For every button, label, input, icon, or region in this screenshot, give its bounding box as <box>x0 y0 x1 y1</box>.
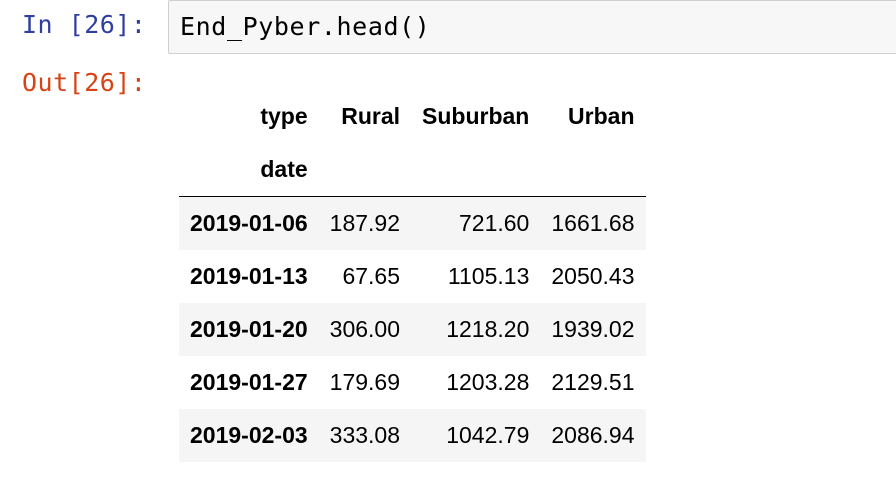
column-header-row: type Rural Suburban Urban <box>179 90 646 143</box>
cell-urban: 1661.68 <box>551 210 635 236</box>
table-row: 2019-01-20 306.00 1218.20 1939.02 <box>179 303 646 356</box>
row-index: 2019-01-27 <box>190 369 308 395</box>
output-prompt: Out[26]: <box>22 68 147 97</box>
row-index: 2019-01-20 <box>190 316 308 342</box>
cell-rural: 333.08 <box>329 422 401 448</box>
row-index: 2019-02-03 <box>190 422 308 448</box>
index-name-label: date <box>179 143 319 197</box>
cell-rural: 67.65 <box>342 263 401 289</box>
column-header-rural: Rural <box>341 103 401 129</box>
table-row: 2019-01-06 187.92 721.60 1661.68 <box>179 196 646 250</box>
cell-urban: 2086.94 <box>551 422 635 448</box>
dataframe-table: type Rural Suburban Urban date 2019-01-0… <box>179 90 646 462</box>
input-prompt: In [26]: <box>22 10 147 39</box>
column-header-urban: Urban <box>568 103 635 129</box>
empty-header-cell <box>411 143 541 197</box>
cell-rural: 306.00 <box>329 316 401 342</box>
empty-header-cell <box>540 143 646 197</box>
cell-suburban: 1105.13 <box>447 263 530 289</box>
empty-header-cell <box>318 143 412 197</box>
table-row: 2019-02-03 333.08 1042.79 2086.94 <box>179 409 646 462</box>
cell-urban: 2129.51 <box>551 369 635 395</box>
column-header-suburban: Suburban <box>422 103 530 129</box>
cell-suburban: 1203.28 <box>446 369 530 395</box>
cell-suburban: 721.60 <box>459 210 530 236</box>
cell-suburban: 1042.79 <box>446 422 530 448</box>
table-row: 2019-01-13 67.65 1105.13 2050.43 <box>179 250 646 303</box>
cell-urban: 2050.43 <box>551 263 635 289</box>
row-index: 2019-01-13 <box>190 263 308 289</box>
cell-rural: 179.69 <box>329 369 401 395</box>
cell-urban: 1939.02 <box>551 316 635 342</box>
row-index: 2019-01-06 <box>190 210 308 236</box>
code-editor[interactable]: End_Pyber.head() <box>168 0 896 54</box>
index-name-row: date <box>179 143 646 197</box>
code-text[interactable]: End_Pyber.head() <box>180 12 431 41</box>
cell-rural: 187.92 <box>329 210 401 236</box>
table-row: 2019-01-27 179.69 1203.28 2129.51 <box>179 356 646 409</box>
columns-name-label: type <box>260 103 308 129</box>
cell-suburban: 1218.20 <box>446 316 530 342</box>
